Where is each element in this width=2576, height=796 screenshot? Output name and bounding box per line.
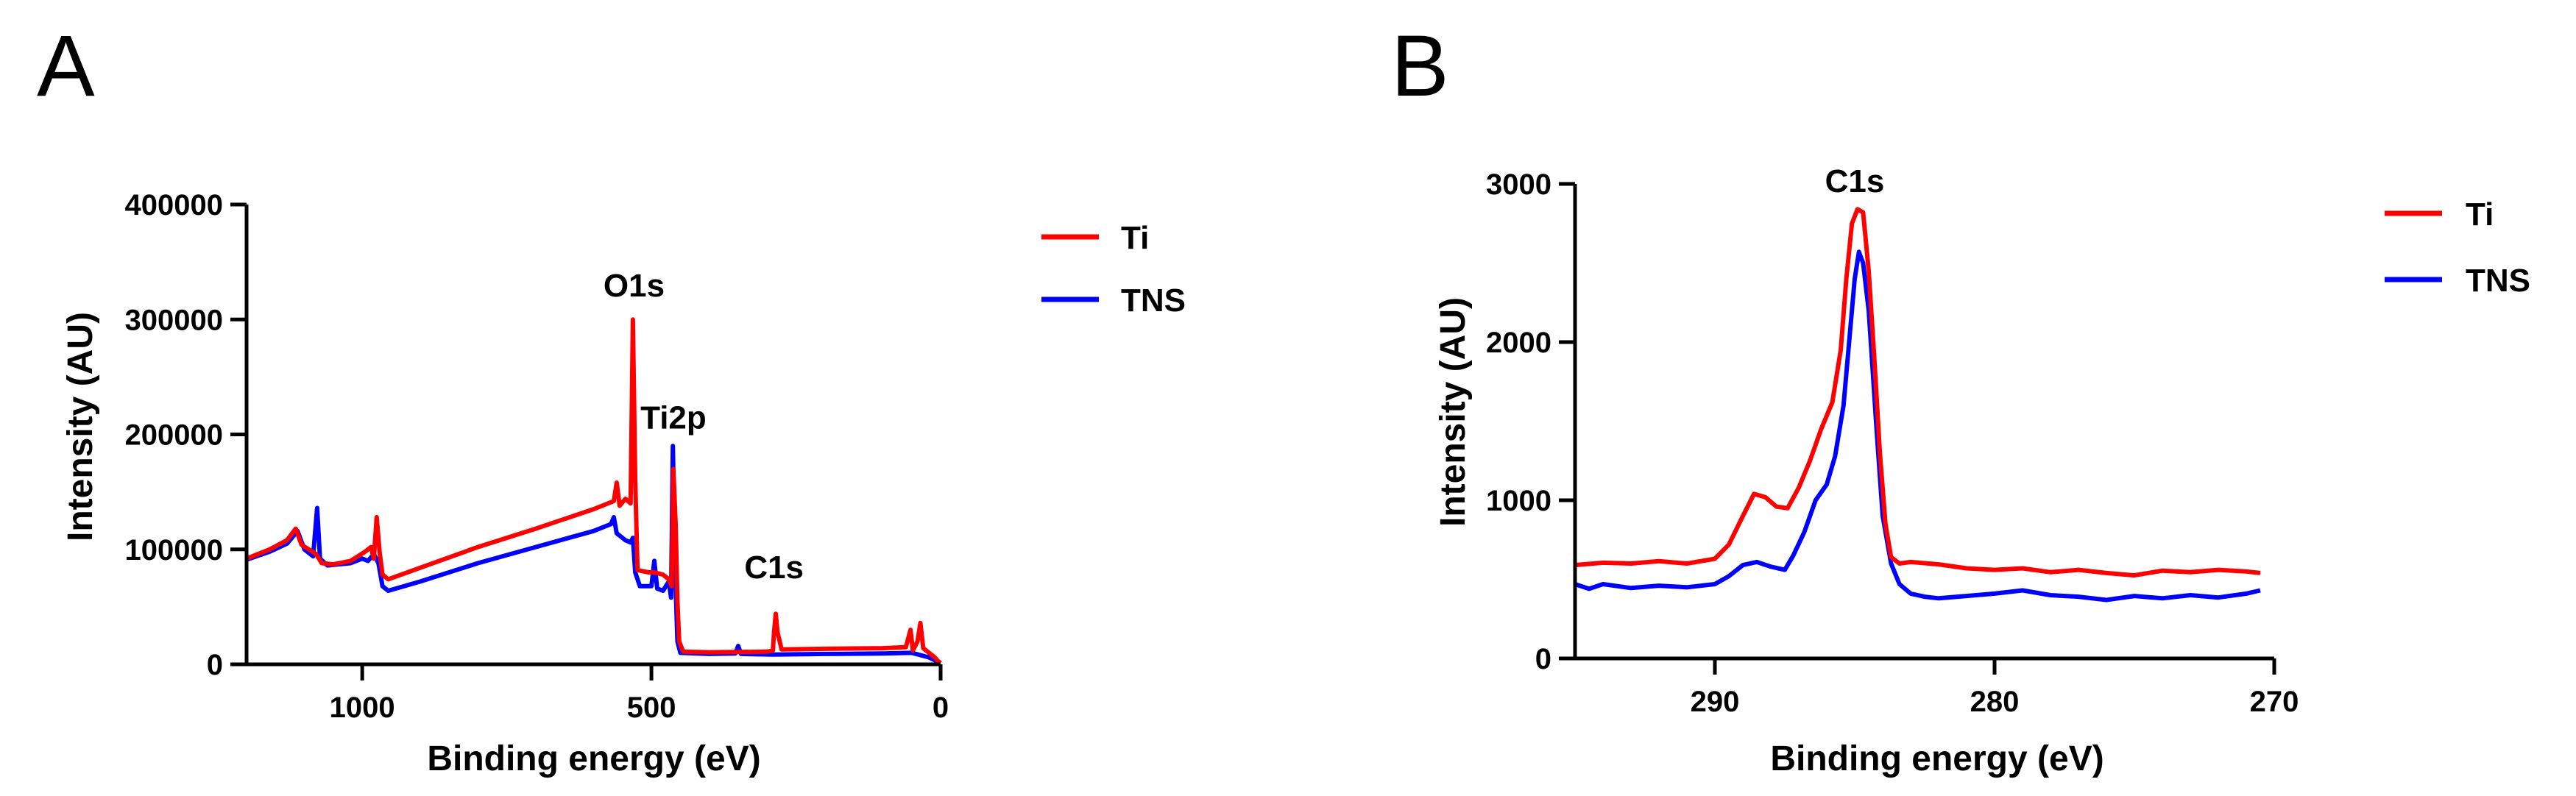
- panel-a: A 1000 500 0 0 100000 200000 300000 400000 Bind…: [37, 18, 1186, 778]
- panel-b-series-tns-line: [1574, 249, 2261, 603]
- panel-a-x-tick-label: 500: [627, 692, 676, 724]
- panel-b-x-tick-label: 290: [1691, 686, 1740, 718]
- panel-a-series-ti-line: [245, 317, 942, 665]
- panel-b-series-ti-line: [1574, 207, 2261, 578]
- panel-b-y-tick-label: 2000: [1486, 327, 1551, 359]
- panel-a-x-tick-label: 0: [933, 692, 949, 724]
- panel-b-x-tick-label: 270: [2250, 686, 2299, 718]
- panel-b-x-axis-title: Binding energy (eV): [1770, 739, 2103, 778]
- panel-b-annotation-c1s: C1s: [1825, 163, 1885, 199]
- panel-label-a: A: [37, 18, 95, 115]
- panel-a-y-tick-label: 400000: [125, 189, 223, 221]
- panel-b-y-axis-title: Intensity (AU): [1434, 297, 1473, 527]
- panel-a-y-tick-label: 300000: [125, 304, 223, 336]
- panel-a-y-axis-title: Intensity (AU): [61, 312, 100, 541]
- panel-b: B 290 280 270 0 1000 2000 3000 Binding energy …: [1391, 18, 2530, 778]
- panel-a-annotations: O1s Ti2p C1s: [604, 268, 804, 586]
- panel-a-series-group: [245, 317, 942, 666]
- panel-b-y-tick-label: 1000: [1486, 485, 1551, 517]
- panel-a-x-axis-title: Binding energy (eV): [427, 739, 760, 778]
- panel-b-annotations: C1s: [1825, 163, 1885, 199]
- panel-label-b: B: [1391, 18, 1449, 115]
- legend-b-tns-label: TNS: [2466, 263, 2530, 299]
- panel-a-axes: [244, 205, 941, 667]
- panel-b-x-tick-label: 280: [1970, 686, 2020, 718]
- panel-a-y-tick-label: 200000: [125, 419, 223, 452]
- legend-a-ti-label: Ti: [1121, 220, 1149, 256]
- panel-a-x-tick-label: 1000: [330, 692, 395, 724]
- panel-a-annotation-c1s: C1s: [744, 550, 804, 586]
- panel-b-series-group: [1574, 207, 2261, 603]
- panel-a-annotation-ti2p: Ti2p: [640, 400, 707, 436]
- panel-b-y-tick-label: 0: [1535, 643, 1551, 675]
- panel-a-ticks: 1000 500 0 0 100000 200000 300000 400000: [125, 189, 949, 724]
- panel-a-legend: Ti TNS: [1041, 220, 1186, 319]
- panel-a-annotation-o1s: O1s: [604, 268, 665, 304]
- panel-b-y-tick-label: 3000: [1486, 168, 1551, 201]
- legend-b-ti-label: Ti: [2466, 196, 2494, 232]
- panel-b-axes: [1573, 184, 2274, 661]
- panel-a-y-tick-label: 100000: [125, 534, 223, 566]
- panel-b-legend: Ti TNS: [2385, 196, 2530, 299]
- panel-a-series-tns-line: [246, 444, 942, 666]
- panel-a-y-tick-label: 0: [207, 649, 223, 681]
- legend-a-tns-label: TNS: [1121, 282, 1186, 319]
- panel-b-ticks: 290 280 270 0 1000 2000 3000: [1486, 168, 2299, 718]
